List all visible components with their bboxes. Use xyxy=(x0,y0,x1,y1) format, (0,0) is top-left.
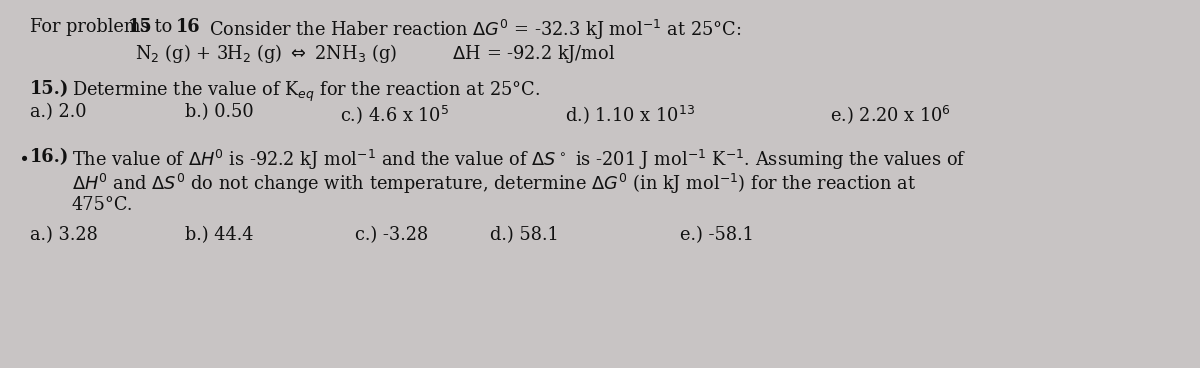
Text: For problems: For problems xyxy=(30,18,155,36)
Text: e.) -58.1: e.) -58.1 xyxy=(680,226,754,244)
Text: b.) 44.4: b.) 44.4 xyxy=(185,226,253,244)
Text: N$_2$ (g) + 3H$_2$ (g) $\Leftrightarrow$ 2NH$_3$ (g)          $\Delta$H = -92.2 : N$_2$ (g) + 3H$_2$ (g) $\Leftrightarrow$… xyxy=(134,42,616,65)
Text: 15: 15 xyxy=(128,18,152,36)
Text: c.) -3.28: c.) -3.28 xyxy=(355,226,428,244)
Text: c.) 4.6 x 10$^5$: c.) 4.6 x 10$^5$ xyxy=(340,103,449,126)
Text: Determine the value of K$_{eq}$ for the reaction at 25°C.: Determine the value of K$_{eq}$ for the … xyxy=(72,80,540,104)
Text: Consider the Haber reaction $\Delta G^0$ = -32.3 kJ mol$^{-1}$ at 25°C:: Consider the Haber reaction $\Delta G^0$… xyxy=(198,18,742,42)
Text: 16.): 16.) xyxy=(30,148,70,166)
Text: $\Delta H^0$ and $\Delta S^0$ do not change with temperature, determine $\Delta : $\Delta H^0$ and $\Delta S^0$ do not cha… xyxy=(72,172,916,196)
Text: 16: 16 xyxy=(176,18,200,36)
Text: b.) 0.50: b.) 0.50 xyxy=(185,103,253,121)
Text: d.) 1.10 x 10$^{13}$: d.) 1.10 x 10$^{13}$ xyxy=(565,103,695,126)
Text: 475°C.: 475°C. xyxy=(72,196,133,214)
Text: 15.): 15.) xyxy=(30,80,70,98)
Text: e.) 2.20 x 10$^6$: e.) 2.20 x 10$^6$ xyxy=(830,103,950,126)
Text: a.) 3.28: a.) 3.28 xyxy=(30,226,98,244)
Text: to: to xyxy=(149,18,178,36)
Text: $\bullet$: $\bullet$ xyxy=(18,148,28,166)
Text: The value of $\Delta H^0$ is -92.2 kJ mol$^{-1}$ and the value of $\Delta S^\cir: The value of $\Delta H^0$ is -92.2 kJ mo… xyxy=(72,148,966,172)
Text: d.) 58.1: d.) 58.1 xyxy=(490,226,559,244)
Text: a.) 2.0: a.) 2.0 xyxy=(30,103,86,121)
